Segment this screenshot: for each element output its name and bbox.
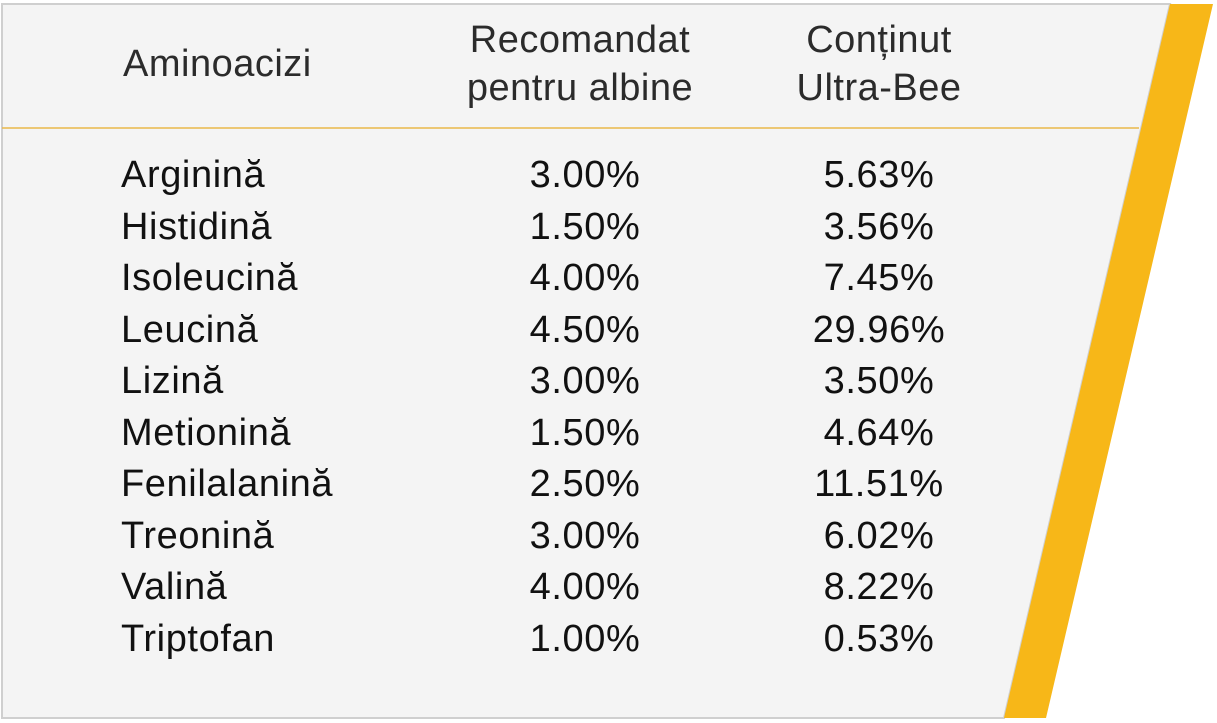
aminoacid-name: Isoleucină — [121, 257, 299, 299]
content-value: 11.51% — [814, 463, 944, 505]
content-value: 8.22% — [823, 566, 935, 608]
table-row: Fenilalanină 2.50% 11.51% — [0, 459, 1000, 511]
content-value: 0.53% — [823, 617, 935, 660]
recommended-value: 2.50% — [529, 463, 641, 505]
table-row: Triptofan 1.00% 0.53% — [0, 614, 1000, 666]
header-content: Conținut Ultra-Bee — [760, 16, 998, 112]
table-row: Isoleucină 4.00% 7.45% — [0, 253, 1000, 305]
aminoacid-name: Fenilalanină — [121, 463, 334, 505]
content-value: 5.63% — [823, 154, 935, 196]
header-recommended-line1: Recomandat — [469, 19, 691, 61]
aminoacid-name: Leucină — [121, 308, 259, 351]
recommended-value: 3.00% — [529, 360, 641, 402]
header-content-line1: Conținut — [806, 19, 952, 61]
recommended-value: 4.50% — [529, 308, 641, 351]
content-value: 3.50% — [823, 360, 935, 402]
header-recommended: Recomandat pentru albine — [440, 16, 720, 112]
content-value: 3.56% — [823, 205, 935, 248]
table-row: Histidină 1.50% 3.56% — [0, 202, 1000, 254]
recommended-value: 1.50% — [529, 205, 641, 248]
aminoacid-name: Metionină — [121, 411, 292, 454]
content-value: 6.02% — [823, 514, 935, 557]
aminoacid-name: Histidină — [121, 205, 273, 248]
aminoacid-name: Arginină — [121, 154, 266, 196]
recommended-value: 4.00% — [529, 566, 641, 608]
aminoacid-name: Treonină — [121, 514, 275, 557]
recommended-value: 4.00% — [529, 257, 641, 299]
content-value: 29.96% — [812, 308, 946, 351]
table-row: Metionină 1.50% 4.64% — [0, 408, 1000, 460]
aminoacid-name: Valină — [121, 566, 228, 608]
header-aminoacids: Aminoacizi — [123, 43, 312, 85]
table-row: Treonină 3.00% 6.02% — [0, 511, 1000, 563]
aminoacid-name: Triptofan — [121, 617, 275, 660]
table-row: Lizină 3.00% 3.50% — [0, 356, 1000, 408]
table-body: Arginină 3.00% 5.63% Histidină 1.50% 3.5… — [0, 150, 1000, 665]
recommended-value: 3.00% — [529, 154, 641, 196]
header-content-line2: Ultra-Bee — [796, 67, 962, 109]
recommended-value: 1.00% — [529, 617, 641, 660]
table-row: Leucină 4.50% 29.96% — [0, 305, 1000, 357]
content-value: 7.45% — [823, 257, 935, 299]
header-recommended-line2: pentru albine — [466, 67, 694, 109]
recommended-value: 3.00% — [529, 514, 641, 557]
content-value: 4.64% — [823, 411, 935, 454]
accent-stripe — [1004, 4, 1213, 718]
recommended-value: 1.50% — [529, 411, 641, 454]
aminoacid-name: Lizină — [121, 360, 224, 402]
table-row: Arginină 3.00% 5.63% — [0, 150, 1000, 202]
table-row: Valină 4.00% 8.22% — [0, 562, 1000, 614]
